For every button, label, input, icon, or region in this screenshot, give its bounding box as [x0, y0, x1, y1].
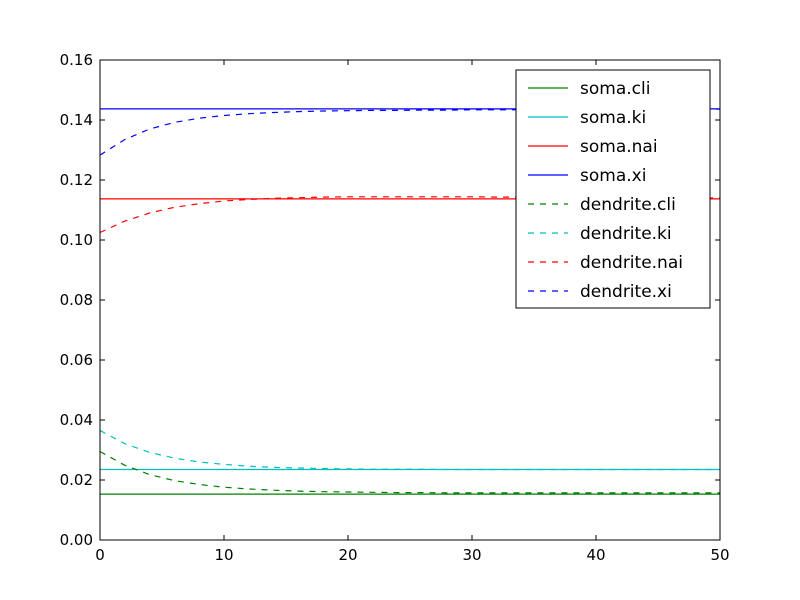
- legend-label-soma-ki: soma.ki: [580, 108, 646, 128]
- y-tick-label: 0.04: [60, 411, 93, 429]
- series-line-dendrite-ki: [100, 429, 720, 471]
- y-tick-label: 0.08: [60, 291, 93, 309]
- x-tick-label: 30: [462, 546, 481, 564]
- x-tick-label: 50: [710, 546, 729, 564]
- y-tick-label: 0.00: [60, 531, 93, 549]
- legend-label-dendrite-ki: dendrite.ki: [580, 224, 672, 244]
- x-tick-label: 10: [214, 546, 233, 564]
- legend-label-dendrite-nai: dendrite.nai: [580, 253, 683, 273]
- x-tick-label: 40: [586, 546, 605, 564]
- series-layer: [100, 108, 720, 495]
- legend-label-soma-nai: soma.nai: [580, 137, 658, 157]
- x-tick-label: 20: [338, 546, 357, 564]
- series-line-dendrite-cli: [100, 450, 720, 494]
- y-tick-label: 0.06: [60, 351, 93, 369]
- y-tick-label: 0.16: [60, 51, 93, 69]
- y-tick-label: 0.10: [60, 231, 93, 249]
- legend-label-soma-cli: soma.cli: [580, 79, 650, 99]
- legend-label-dendrite-xi: dendrite.xi: [580, 282, 672, 302]
- y-tick-label: 0.12: [60, 171, 93, 189]
- legend: soma.cli soma.ki soma.nai soma.xi dendrite.c…: [515, 69, 711, 309]
- y-tick-label: 0.02: [60, 471, 93, 489]
- legend-label-soma-xi: soma.xi: [580, 166, 646, 186]
- legend-box: [515, 69, 711, 309]
- series-line-dendrite-xi: [100, 108, 720, 156]
- x-tick-label: 0: [95, 546, 105, 564]
- axes-layer: 0 10 20 30 40 50 0.00 0.02 0.04 0.06 0.08 0.10 0.12 0…: [60, 51, 730, 564]
- y-tick-label: 0.14: [60, 111, 93, 129]
- legend-label-dendrite-cli: dendrite.cli: [580, 195, 676, 215]
